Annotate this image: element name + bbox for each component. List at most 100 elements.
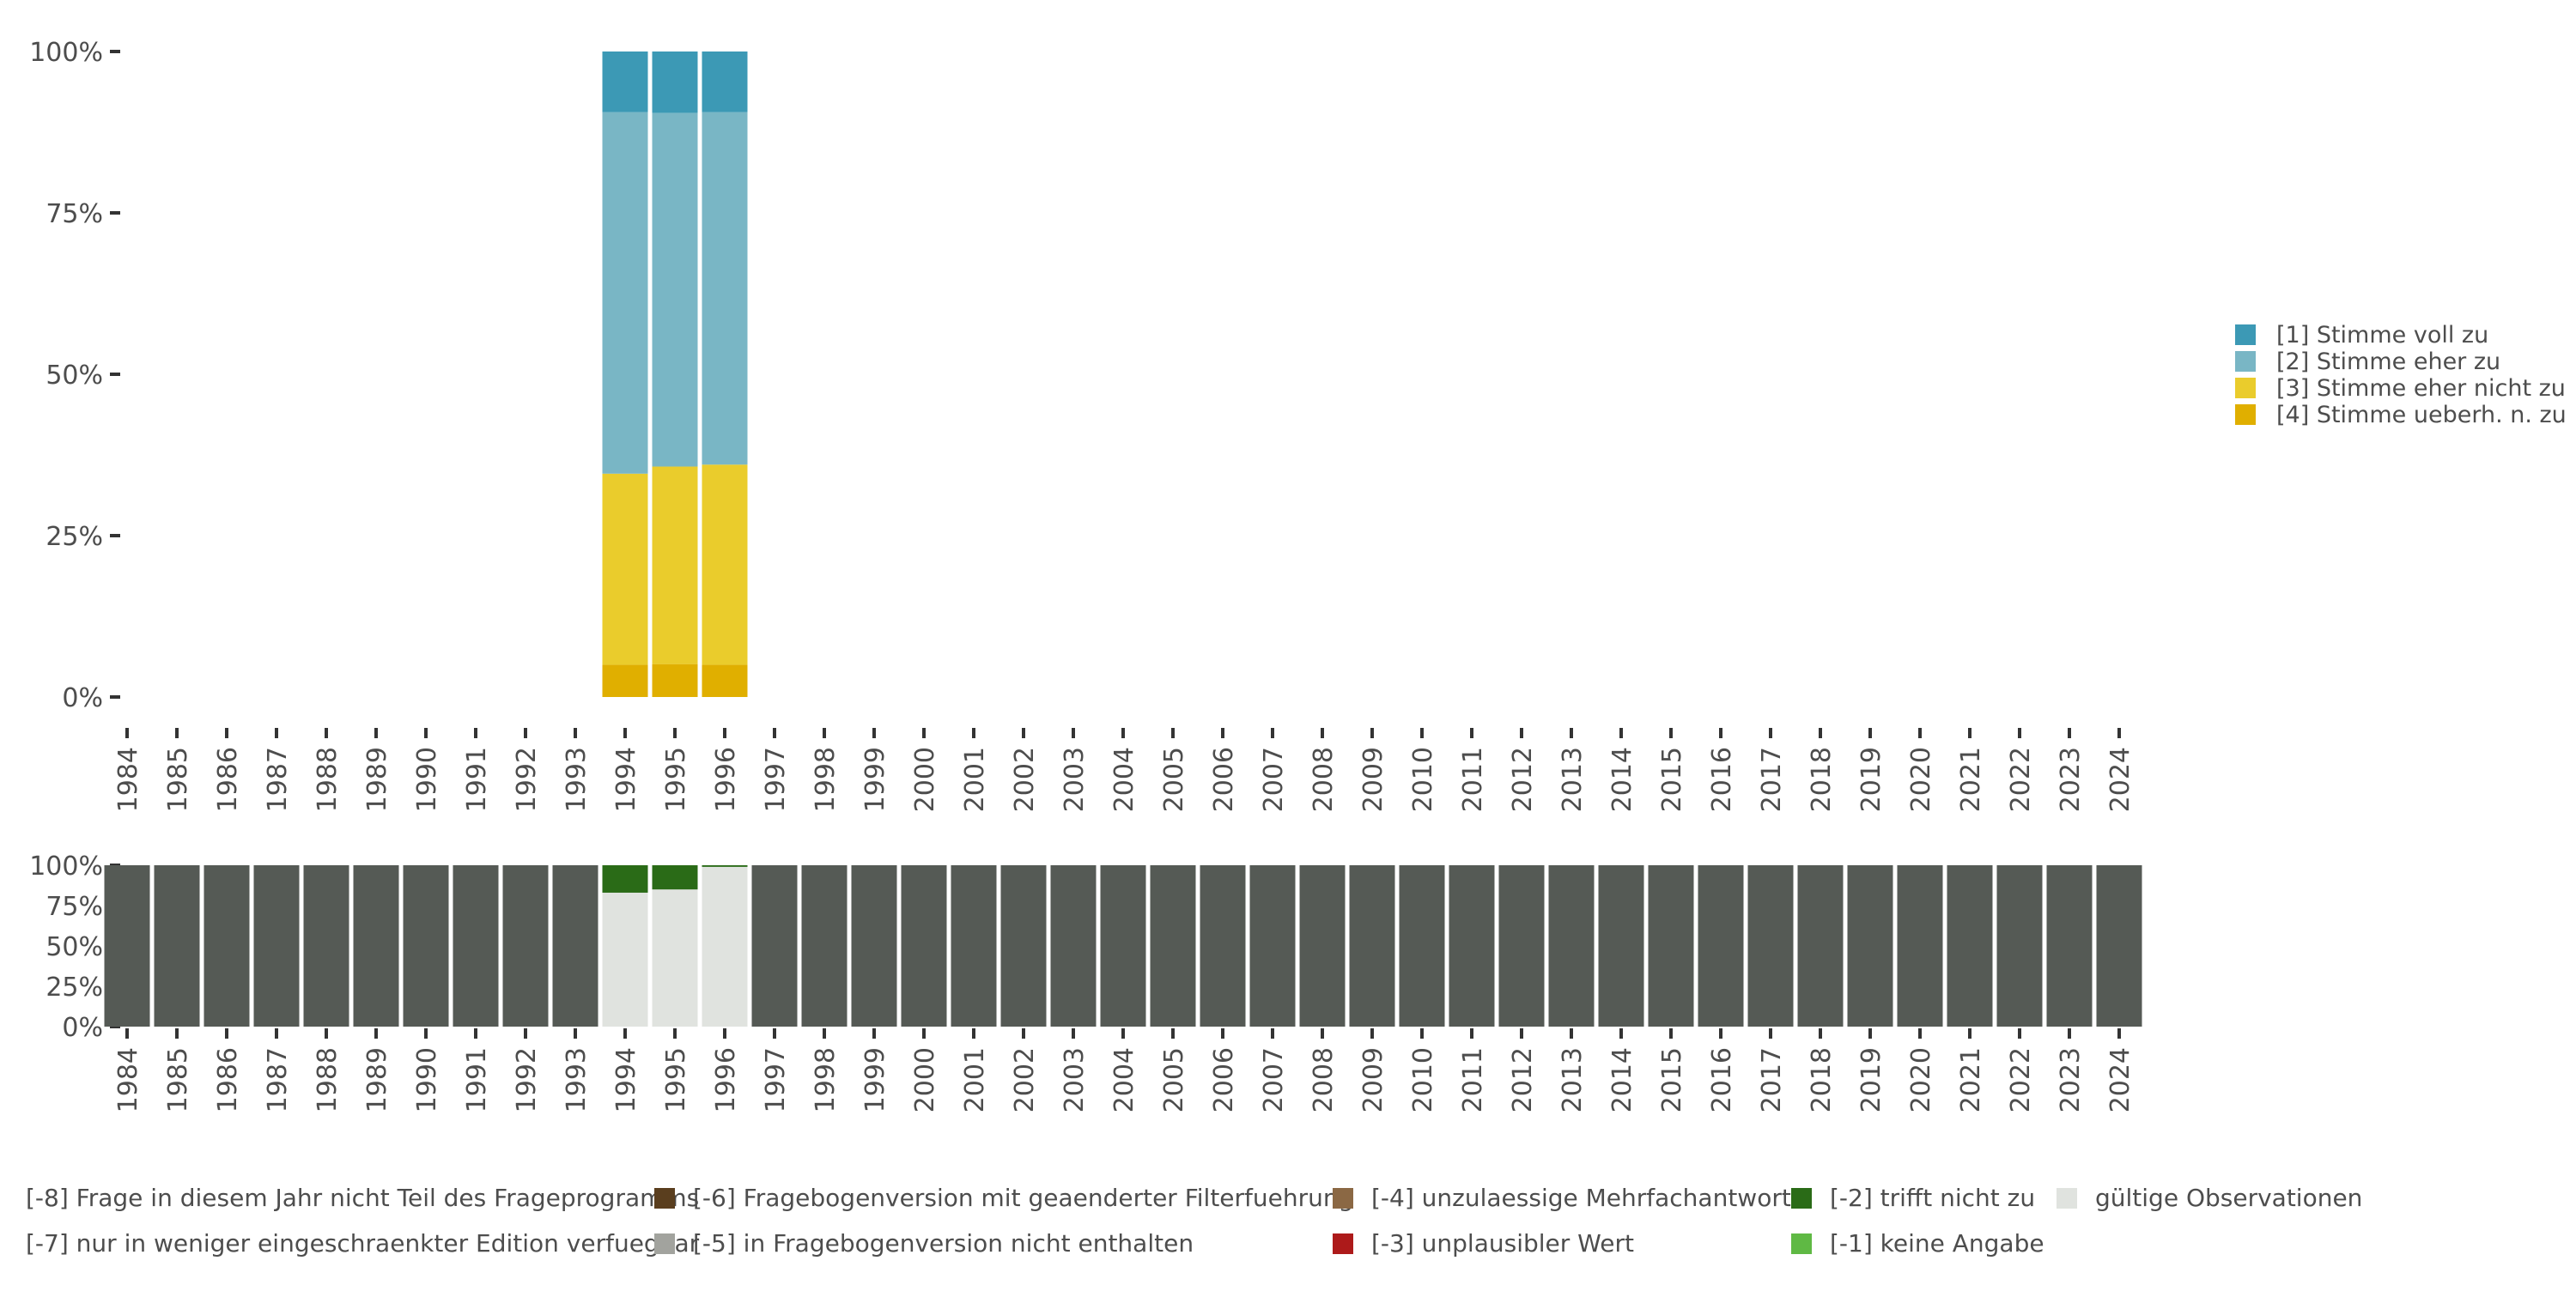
x-tick-label: 2024 (2105, 1047, 2136, 1112)
bar-segment (602, 892, 648, 1027)
legend-swatch (2057, 1188, 2077, 1209)
bar-segment (1548, 865, 1595, 1027)
response-panel: 0% 25% 50% 75% 100% 1984 1985 1986 1987 1988 1989 1… (29, 38, 2136, 812)
bar-segment (1100, 865, 1146, 1027)
y-tick-label: 50% (46, 361, 103, 391)
bar-segment (1299, 865, 1346, 1027)
x-tick-label: 1996 (711, 747, 741, 812)
status-panel: 0% 25% 50% 75% 100% 1984 1985 1986 1987 1988 1989 1… (29, 852, 2142, 1112)
bar-segment (1000, 865, 1047, 1027)
y-tick-label: 100% (29, 38, 103, 68)
bar-segment (403, 865, 449, 1027)
bar-segment (702, 866, 748, 1027)
x-tick-label: 1987 (263, 1047, 293, 1112)
x-tick-label: 2008 (1309, 1047, 1339, 1112)
x-tick-label: 1988 (313, 747, 343, 812)
bar-segment (1996, 865, 2043, 1027)
x-tick-label: 2004 (1109, 1047, 1139, 1112)
bar-segment (652, 466, 698, 664)
bar-segment (2096, 865, 2142, 1027)
x-tick-label: 1994 (611, 1047, 641, 1112)
legend-swatch (2235, 351, 2256, 372)
x-tick-label: 2013 (1558, 747, 1588, 812)
bar-segment (702, 464, 748, 665)
x-tick-label: 2000 (910, 747, 940, 812)
x-tick-label: 2015 (1657, 747, 1687, 812)
x-tick-label: 2012 (1508, 1047, 1538, 1112)
response-legend: [1] Stimme voll zu[2] Stimme eher zu[3] … (2235, 322, 2567, 428)
legend-swatch (2235, 324, 2256, 345)
x-tick-label: 1990 (412, 747, 442, 812)
bar-segment (652, 889, 698, 1027)
x-tick-label: 2014 (1607, 1047, 1637, 1112)
x-tick-label: 1993 (562, 747, 592, 812)
bar-segment (652, 664, 698, 697)
bar-segment (901, 865, 947, 1027)
bar-segment (1598, 865, 1644, 1027)
bar-segment (1249, 865, 1296, 1027)
x-tick-label: 2011 (1458, 1047, 1488, 1112)
bar-segment (353, 865, 399, 1027)
bar-segment (652, 52, 698, 113)
legend-label: gültige Observationen (2095, 1184, 2362, 1212)
bar-segment (453, 865, 499, 1027)
legend-label: [2] Stimme eher zu (2276, 349, 2500, 375)
bar-segment (502, 865, 549, 1027)
y-tick-label: 0% (62, 1013, 103, 1043)
x-tick-label: 2020 (1906, 747, 1936, 812)
bar-segment (1150, 865, 1196, 1027)
x-tick-label: 2006 (1209, 747, 1239, 812)
x-tick-label: 2002 (1010, 1047, 1040, 1112)
x-tick-label: 1989 (362, 747, 392, 812)
bar-segment (1648, 865, 1694, 1027)
x-tick-label: 1997 (761, 1047, 791, 1112)
bar-segment (602, 112, 648, 474)
x-tick-label: 1995 (661, 1047, 691, 1112)
bar-segment (204, 865, 250, 1027)
bar-segment (1797, 865, 1844, 1027)
x-tick-label: 1984 (113, 747, 143, 812)
x-tick-label: 1989 (362, 1047, 392, 1112)
x-tick-label: 2021 (1956, 747, 1986, 812)
x-tick-label: 2009 (1358, 1047, 1388, 1112)
x-tick-label: 2016 (1707, 747, 1737, 812)
legend-label: [-8] Frage in diesem Jahr nicht Teil des… (26, 1184, 699, 1212)
legend-label: [-1] keine Angabe (1830, 1229, 2044, 1258)
legend-swatch (654, 1188, 675, 1209)
legend-swatch (1791, 1233, 1812, 1254)
x-tick-label: 2016 (1707, 1047, 1737, 1112)
legend-swatch (1791, 1188, 1812, 1209)
y-tick-label: 0% (62, 683, 103, 713)
bar-segment (602, 473, 648, 665)
x-tick-label: 2001 (960, 747, 990, 812)
x-tick-label: 1996 (711, 1047, 741, 1112)
bar-segment (154, 865, 200, 1027)
x-tick-label: 1987 (263, 747, 293, 812)
bar-segment (602, 664, 648, 697)
x-tick-label: 2018 (1807, 1047, 1837, 1112)
legend-label: [1] Stimme voll zu (2276, 322, 2488, 349)
x-tick-label: 2023 (2056, 1047, 2086, 1112)
bar-segment (1897, 865, 1943, 1027)
x-tick-label: 1986 (213, 1047, 243, 1112)
x-tick-label: 2014 (1607, 747, 1637, 812)
bar-segment (303, 865, 349, 1027)
y-tick-label: 100% (29, 852, 103, 882)
bar-segment (1349, 865, 1395, 1027)
y-tick-label: 25% (46, 522, 103, 552)
x-tick-label: 2009 (1358, 747, 1388, 812)
bar-segment (702, 112, 748, 465)
x-tick-label: 2018 (1807, 747, 1837, 812)
x-tick-label: 2021 (1956, 1047, 1986, 1112)
x-tick-label: 2012 (1508, 747, 1538, 812)
x-tick-label: 2017 (1757, 747, 1787, 812)
x-tick-label: 2019 (1856, 1047, 1886, 1112)
bar-segment (951, 865, 997, 1027)
bar-segment (1200, 865, 1246, 1027)
legend-swatch (1333, 1233, 1353, 1254)
x-tick-label: 2008 (1309, 747, 1339, 812)
bar-segment (851, 865, 897, 1027)
x-tick-label: 1988 (313, 1047, 343, 1112)
legend-swatch (1333, 1188, 1353, 1209)
